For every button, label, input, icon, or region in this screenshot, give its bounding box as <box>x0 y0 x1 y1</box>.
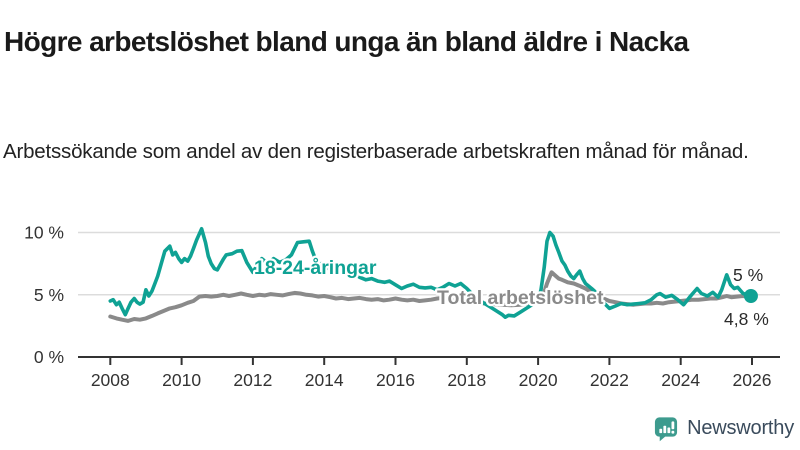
x-tick-label: 2008 <box>91 370 130 390</box>
chart-title: Högre arbetslöshet bland unga än bland ä… <box>4 25 689 57</box>
x-tick-label: 2018 <box>447 370 486 390</box>
x-tick-label: 2014 <box>305 370 344 390</box>
x-tick-label: 2012 <box>233 370 272 390</box>
x-tick-label: 2026 <box>733 370 772 390</box>
line-chart-canvas: 0 % 5 % 10 % 2008 2010 2012 2014 2016 2018 2020 20… <box>24 223 780 390</box>
x-tick-label: 2022 <box>590 370 629 390</box>
x-tick-label: 2010 <box>162 370 201 390</box>
line-chart: 0 % 5 % 10 % 2008 2010 2012 2014 2016 2018 2020 20… <box>0 205 800 405</box>
newsworthy-logo[interactable]: Newsworthy <box>653 415 794 442</box>
series-label: Total arbetslöshet <box>437 287 604 309</box>
y-tick-label: 0 % <box>34 347 64 367</box>
newsworthy-icon <box>655 417 678 442</box>
chart-subtitle: Arbetssökande som andel av den registerb… <box>3 139 749 163</box>
series-label: 18-24-åringar <box>254 256 377 279</box>
y-tick-label: 10 % <box>24 223 64 243</box>
x-tick-label: 2016 <box>376 370 415 390</box>
newsworthy-brand-text: Newsworthy <box>687 417 794 439</box>
series-line <box>108 226 753 319</box>
end-value-label: 5 % <box>733 265 763 285</box>
x-tick-label: 2024 <box>661 370 700 390</box>
series-end-dot <box>743 288 758 303</box>
end-value-label: 4,8 % <box>724 309 769 329</box>
x-tick-label: 2020 <box>519 370 558 390</box>
y-tick-label: 5 % <box>34 285 64 305</box>
